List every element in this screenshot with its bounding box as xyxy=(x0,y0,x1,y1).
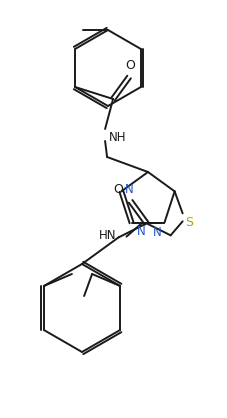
Text: N: N xyxy=(152,226,161,239)
Text: O: O xyxy=(113,184,123,196)
Text: O: O xyxy=(125,59,134,72)
Text: S: S xyxy=(184,217,192,229)
Text: N: N xyxy=(136,224,145,238)
Text: HN: HN xyxy=(99,229,116,242)
Text: NH: NH xyxy=(109,131,126,144)
Text: N: N xyxy=(125,183,133,196)
